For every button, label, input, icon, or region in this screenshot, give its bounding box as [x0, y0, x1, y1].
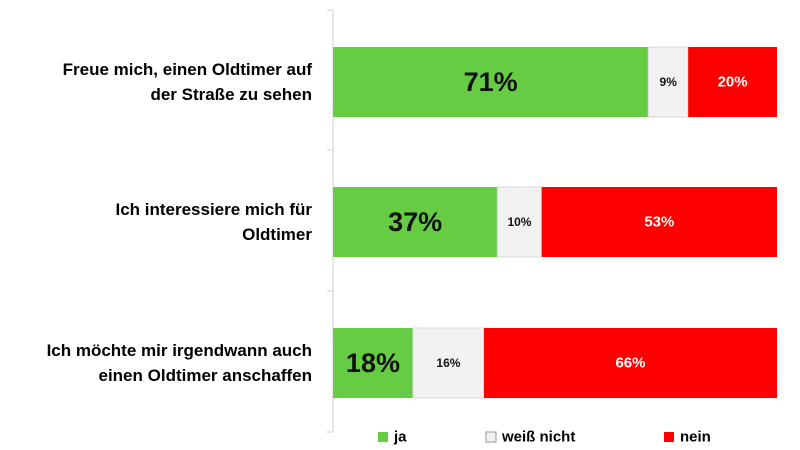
category-label-1-line-1: Oldtimer	[242, 225, 312, 244]
category-label-2-line-0: Ich möchte mir irgendwann auch	[47, 341, 312, 360]
data-label-weiß-nicht-1: 10%	[507, 215, 531, 229]
data-label-ja-0: 71%	[464, 67, 518, 97]
category-label-1-line-0: Ich interessiere mich für	[115, 200, 312, 219]
bar-ja-2	[333, 328, 413, 398]
bar-nein-1	[541, 187, 777, 257]
bar-weiß-nicht-2	[412, 327, 485, 399]
legend-swatch-ja	[378, 432, 388, 442]
bar-nein-2	[483, 328, 777, 398]
data-label-nein-2: 66%	[615, 355, 645, 372]
bar-weiß-nicht-0	[647, 46, 689, 118]
data-label-nein-0: 20%	[718, 74, 748, 91]
data-label-weiß-nicht-0: 9%	[660, 75, 678, 89]
category-label-0-line-0: Freue mich, einen Oldtimer auf	[63, 60, 313, 79]
category-label-0-line-1: der Straße zu sehen	[150, 85, 312, 104]
legend-label-ja: ja	[393, 429, 407, 446]
data-label-ja-1: 37%	[388, 207, 442, 237]
data-label-nein-1: 53%	[644, 214, 674, 231]
legend-swatch-nein	[664, 432, 674, 442]
bar-nein-0	[688, 47, 777, 117]
legend-label-weiß-nicht: weiß nicht	[501, 429, 575, 446]
data-label-ja-2: 18%	[346, 348, 400, 378]
data-label-weiß-nicht-2: 16%	[436, 356, 460, 370]
legend-label-nein: nein	[680, 429, 711, 446]
category-label-2-line-1: einen Oldtimer anschaffen	[99, 366, 313, 385]
legend-swatch-weiß-nicht	[485, 431, 497, 443]
bar-ja-1	[333, 187, 498, 257]
bar-ja-0	[333, 47, 649, 117]
